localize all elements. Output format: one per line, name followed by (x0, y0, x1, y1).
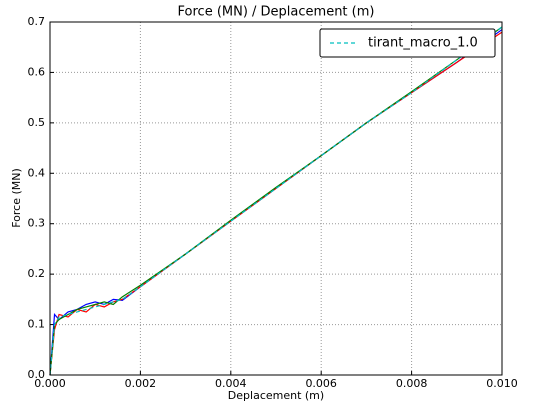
chart-title: Force (MN) / Deplacement (m) (178, 5, 375, 20)
y-tick-label: 0.7 (28, 15, 46, 28)
x-tick-label: 0.004 (215, 377, 247, 390)
series-line (49, 26, 503, 376)
y-tick-label: 0.5 (28, 116, 46, 129)
y-tick-label: 0.6 (28, 65, 46, 78)
y-axis-label: Force (MN) (10, 168, 23, 228)
plot-frame (49, 21, 503, 376)
y-tick-label: 0.1 (28, 318, 46, 331)
plot-area (50, 22, 502, 375)
legend-label: tirant_macro_1.0 (368, 36, 478, 51)
legend-box (319, 28, 496, 58)
x-tick-label: 0.002 (125, 377, 157, 390)
y-tick-label: 0.2 (28, 267, 46, 280)
y-tick-label: 0.3 (28, 217, 46, 230)
x-tick-label: 0.010 (486, 377, 518, 390)
x-tick-label: 0.008 (396, 377, 428, 390)
x-tick-label: 0.006 (305, 377, 337, 390)
y-tick-label: 0.0 (28, 368, 46, 381)
x-axis-label: Deplacement (m) (228, 389, 324, 401)
x-tick-label: 0.000 (34, 377, 66, 390)
y-tick-label: 0.4 (28, 166, 46, 179)
